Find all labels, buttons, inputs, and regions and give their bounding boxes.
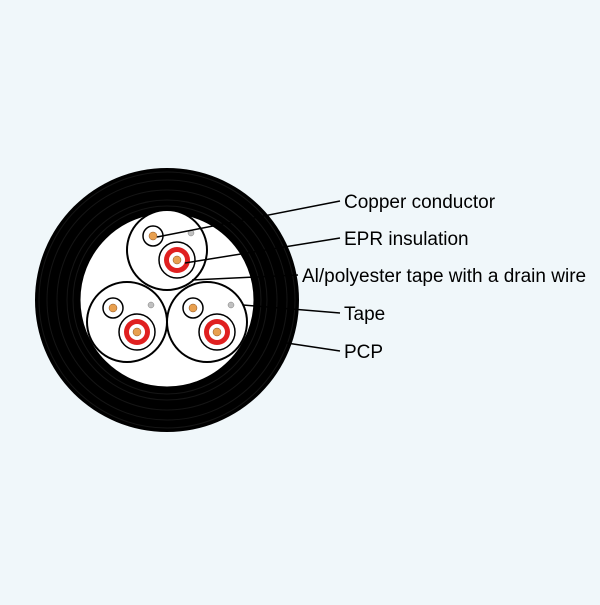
triad-top xyxy=(127,210,207,290)
triad-bottom-left xyxy=(87,282,167,362)
copper-conductor-large xyxy=(133,328,141,336)
cable-diagram: Copper conductor EPR insulation Al/polye… xyxy=(0,0,600,600)
copper-conductor-large xyxy=(213,328,221,336)
label-copper-conductor: Copper conductor xyxy=(344,192,495,214)
label-pcp: PCP xyxy=(344,342,383,364)
cable-svg xyxy=(0,0,600,600)
label-tape: Tape xyxy=(344,304,385,326)
copper-conductor-small xyxy=(149,232,157,240)
triad-bottom-right xyxy=(167,282,247,362)
label-epr-insulation: EPR insulation xyxy=(344,229,469,251)
drain-wire xyxy=(228,302,234,308)
copper-conductor-small xyxy=(109,304,117,312)
label-al-polyester-tape: Al/polyester tape with a drain wire xyxy=(302,266,586,288)
drain-wire xyxy=(148,302,154,308)
copper-conductor-small xyxy=(189,304,197,312)
copper-conductor-large xyxy=(173,256,181,264)
